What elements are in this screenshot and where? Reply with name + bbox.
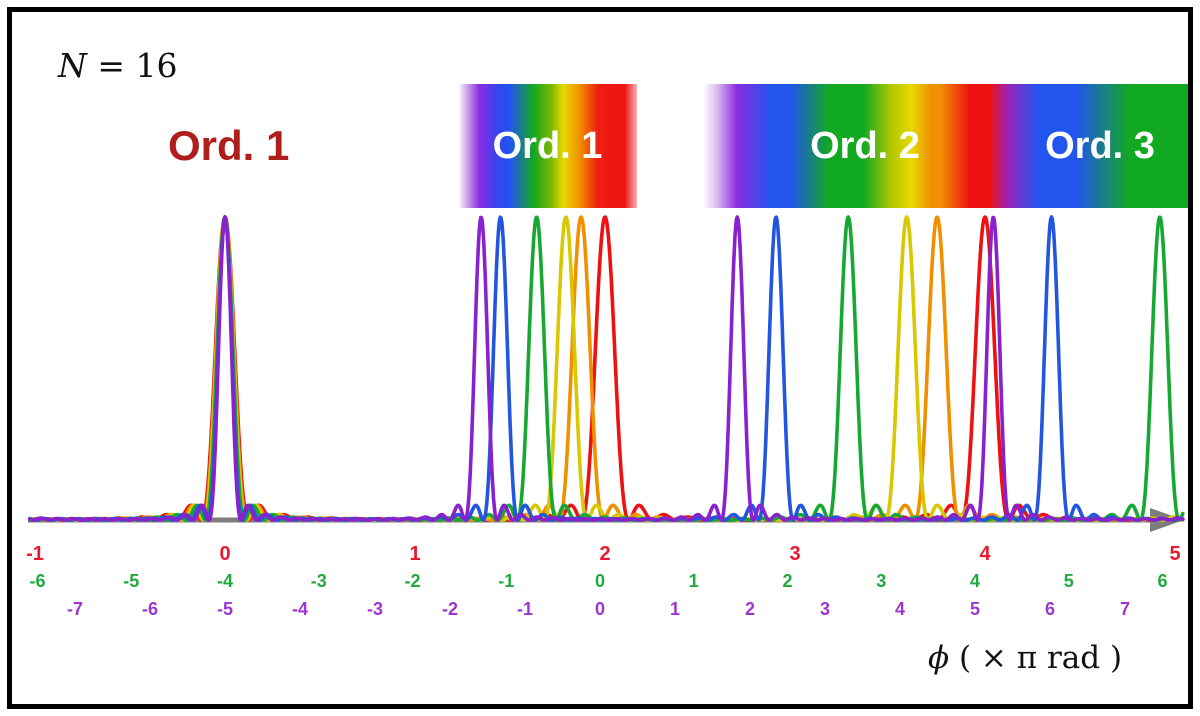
axis-units: ( × π rad ) (949, 640, 1123, 676)
orange-intensity-curve (28, 215, 1185, 522)
band-order-1-label: Ord. 1 (492, 125, 603, 167)
yellow-intensity-curve (28, 215, 1185, 522)
intensity-curves (28, 215, 1185, 522)
slit-count-label: N = 16 (58, 46, 178, 85)
band-order-3-label: Ord. 3 (1045, 125, 1155, 167)
order-1-dark-label: Ord. 1 (168, 122, 290, 169)
green-intensity-curve (28, 215, 1185, 522)
red-intensity-curve (28, 215, 1185, 522)
violet-intensity-curve (28, 215, 1185, 522)
order-2-3-spectrum-band: Ord. 2 Ord. 3 (703, 84, 1188, 208)
n-value: = 16 (86, 46, 178, 85)
x-axis-label: ϕ ( × π rad ) (928, 640, 1122, 676)
n-symbol: N (58, 46, 87, 85)
band-order-2-label: Ord. 2 (810, 125, 920, 167)
phi-symbol: ϕ (927, 640, 950, 676)
blue-intensity-curve (28, 215, 1185, 522)
order-1-spectrum-band: Ord. 1 (458, 84, 637, 208)
